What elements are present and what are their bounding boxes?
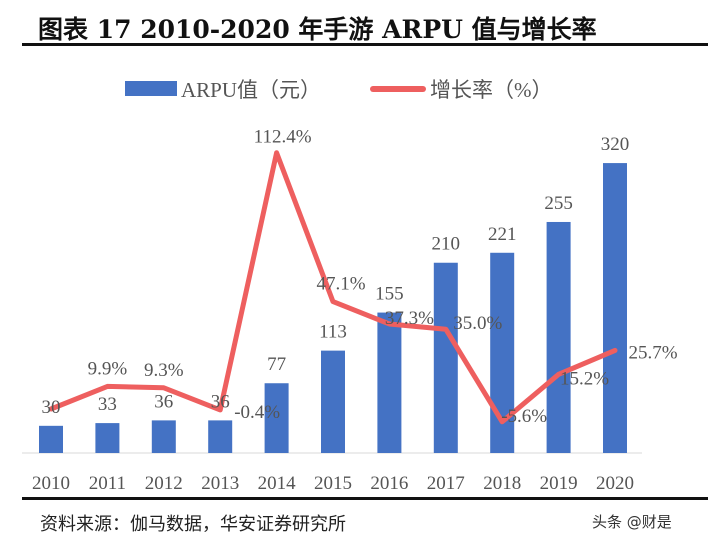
bar-2015 — [321, 350, 345, 453]
legend: ARPU值（元） 增长率（%） — [125, 78, 553, 102]
bar-2017 — [433, 262, 458, 453]
bar-label-2019: 255 — [544, 193, 573, 214]
bar-2019 — [546, 221, 571, 453]
bottom-rule — [22, 497, 708, 500]
growth-label-2015: 47.1% — [316, 274, 365, 295]
bar-label-2020: 320 — [601, 134, 630, 155]
bar-label-2016: 155 — [375, 284, 404, 305]
x-tick-2012: 2012 — [145, 473, 183, 494]
growth-label-2020: 25.7% — [628, 342, 677, 363]
x-tick-2015: 2015 — [314, 473, 352, 494]
figure-title: 图表 17 2010-2020 年手游 ARPU 值与增长率 — [38, 15, 597, 44]
legend-line-label: 增长率（%） — [430, 78, 553, 102]
bar-2011 — [95, 423, 120, 453]
legend-bar-swatch — [125, 81, 177, 96]
growth-label-2012: 9.3% — [144, 360, 184, 381]
bar-2020 — [603, 163, 627, 453]
chart: ARPU值（元） 增长率（%） 30 2010 33 2011 36 2012 36 2013… — [22, 78, 678, 494]
growth-label-2017: 35.0% — [453, 313, 502, 334]
growth-label-2019: 15.2% — [560, 368, 609, 389]
x-tick-2010: 2010 — [32, 473, 70, 494]
x-tick-2011: 2011 — [89, 473, 126, 494]
source-note: 资料来源：伽马数据，华安证券研究所 — [40, 514, 346, 535]
top-rule — [22, 43, 708, 46]
bar-label-2013: 36 — [211, 391, 230, 412]
bar-2012 — [151, 420, 176, 453]
growth-label-2013: -0.4% — [234, 402, 280, 423]
bar-2013 — [208, 420, 233, 453]
legend-bar-label: ARPU值（元） — [181, 78, 321, 102]
growth-label-2011: 9.9% — [88, 358, 128, 379]
x-tick-2014: 2014 — [258, 473, 297, 494]
growth-label-2014: 112.4% — [254, 127, 312, 148]
x-tick-2017: 2017 — [427, 473, 465, 494]
bar-label-2014: 77 — [267, 354, 286, 375]
bar-label-2010: 30 — [42, 397, 61, 418]
bar-label-2015: 113 — [319, 322, 347, 343]
bar-label-2017: 210 — [432, 234, 461, 255]
watermark: 头条 @财是 — [592, 513, 672, 531]
bar-2016 — [377, 312, 402, 453]
bar-2010 — [39, 425, 63, 453]
x-tick-2013: 2013 — [201, 473, 239, 494]
growth-label-2018: -5.6% — [501, 406, 547, 427]
bar-label-2012: 36 — [154, 391, 173, 412]
x-tick-2020: 2020 — [596, 473, 634, 494]
x-tick-2018: 2018 — [483, 473, 521, 494]
x-tick-2016: 2016 — [370, 473, 408, 494]
bar-label-2011: 33 — [98, 394, 117, 415]
bar-2014 — [264, 383, 289, 453]
x-tick-2019: 2019 — [540, 473, 578, 494]
growth-label-2016: 37.3% — [385, 308, 434, 329]
bar-label-2018: 221 — [488, 224, 517, 245]
